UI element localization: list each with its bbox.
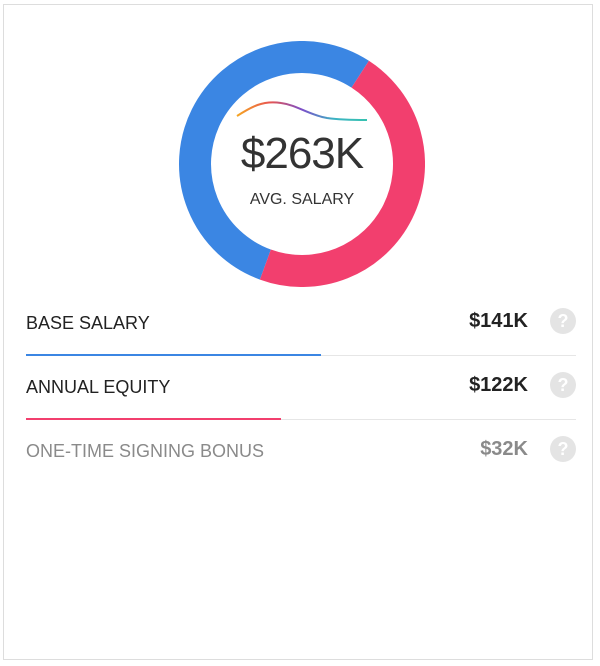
breakdown-row-annual-equity: ANNUAL EQUITY $122K ?	[26, 355, 576, 420]
signing-bonus-label: ONE-TIME SIGNING BONUS	[26, 441, 265, 461]
signing-bonus-value: $32K	[480, 438, 528, 460]
salary-donut-chart: $263K AVG. SALARY	[179, 41, 425, 287]
help-icon[interactable]: ?	[550, 436, 576, 462]
salary-card: $263K AVG. SALARY BASE SALARY $141K ? AN…	[3, 4, 593, 660]
help-icon[interactable]: ?	[550, 372, 576, 398]
breakdown-row-base-salary: BASE SALARY $141K ?	[26, 291, 576, 356]
distribution-sparkline-icon	[236, 101, 368, 121]
base-salary-label: BASE SALARY	[26, 313, 150, 333]
avg-salary-amount: $263K	[240, 129, 364, 178]
donut-segment-base-salary	[179, 41, 369, 280]
base-salary-bar	[26, 354, 321, 356]
base-salary-value: $141K	[469, 310, 528, 332]
annual-equity-bar	[26, 418, 282, 420]
help-icon[interactable]: ?	[550, 308, 576, 334]
annual-equity-label: ANNUAL EQUITY	[26, 377, 171, 397]
breakdown-row-signing-bonus: ONE-TIME SIGNING BONUS $32K ?	[26, 419, 576, 483]
avg-salary-label: AVG. SALARY	[249, 191, 355, 208]
annual-equity-value: $122K	[469, 374, 528, 396]
donut-segment-annual-equity	[259, 60, 425, 287]
